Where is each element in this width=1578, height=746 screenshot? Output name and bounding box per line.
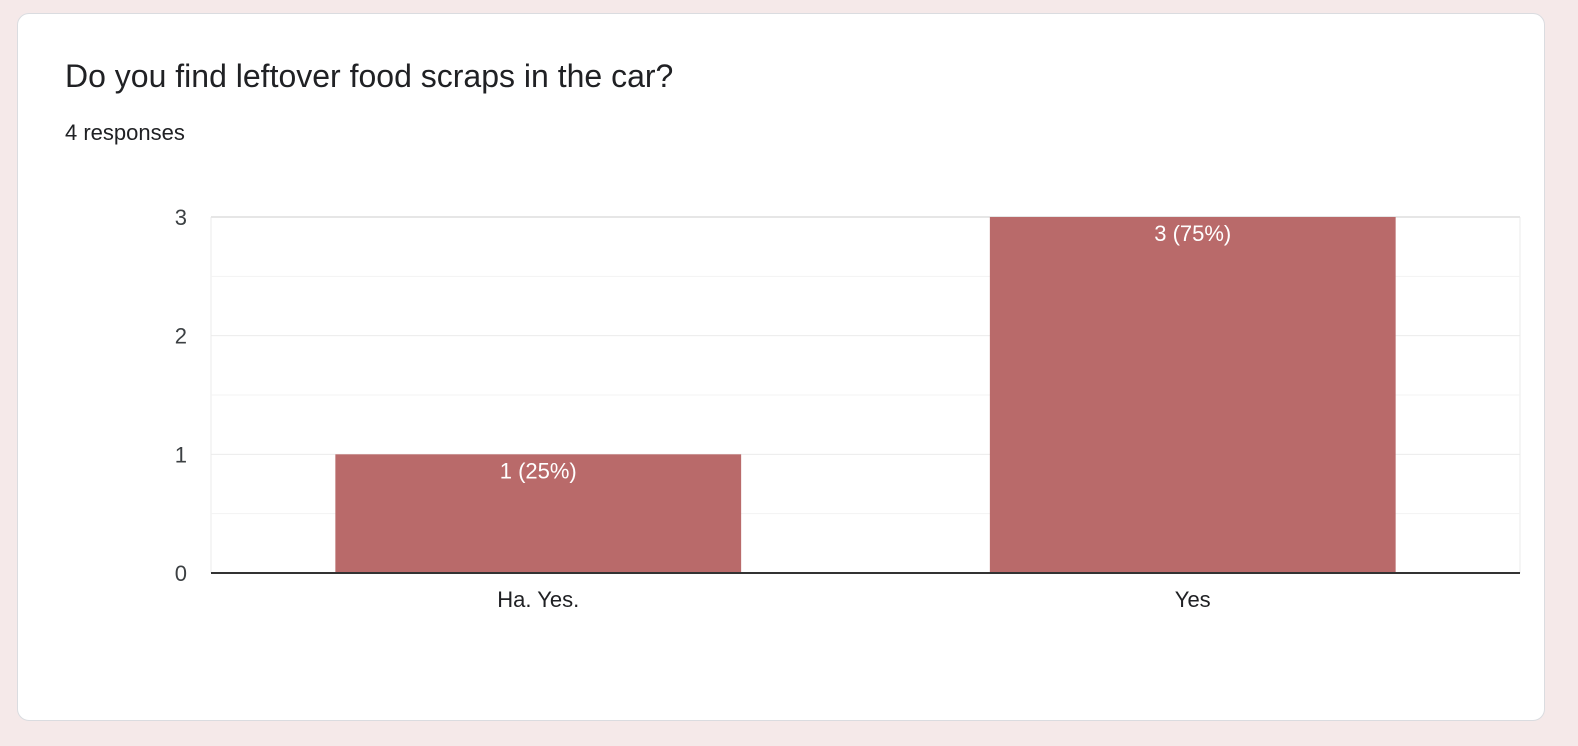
- bar-data-label: 3 (75%): [1154, 221, 1231, 246]
- y-tick-label: 3: [175, 205, 187, 230]
- x-category-label: Yes: [1175, 587, 1211, 612]
- labels: 0 1 2 3 1 (25%) Ha. Yes. 3 (75%) Yes: [175, 205, 1232, 612]
- bar-2[interactable]: [989, 217, 1396, 573]
- bars: [335, 217, 1396, 573]
- y-tick-label: 2: [175, 324, 187, 349]
- response-count: 4 responses: [65, 120, 185, 145]
- bar-1[interactable]: [335, 454, 742, 573]
- y-tick-label: 1: [175, 442, 187, 467]
- question-title: Do you find leftover food scraps in the …: [65, 58, 674, 94]
- x-category-label: Ha. Yes.: [497, 587, 579, 612]
- y-tick-label: 0: [175, 561, 187, 586]
- bar-data-label: 1 (25%): [500, 458, 577, 483]
